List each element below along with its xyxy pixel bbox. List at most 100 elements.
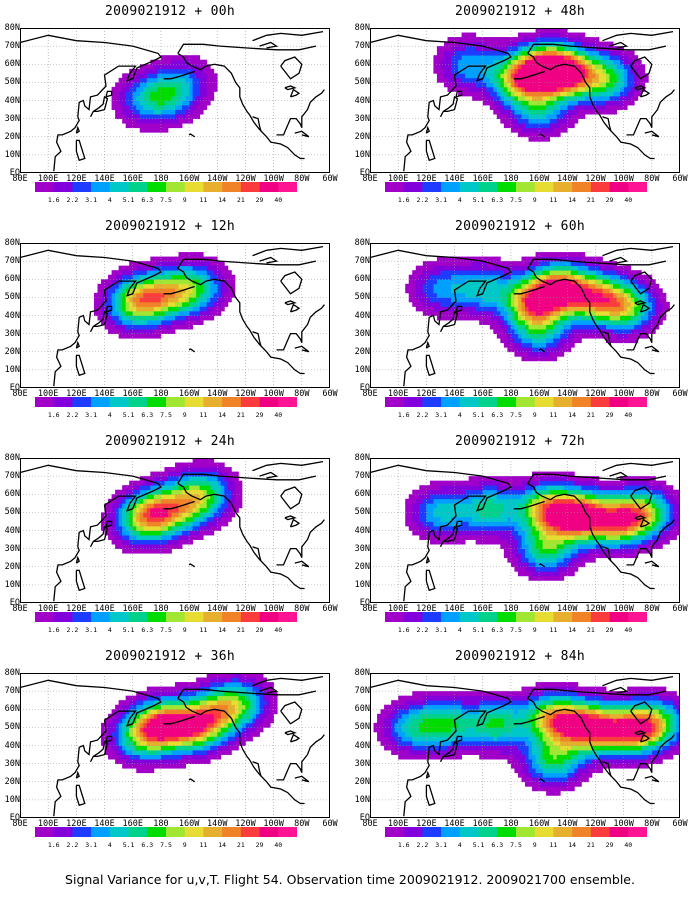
heat-cell xyxy=(217,283,222,289)
heat-cell xyxy=(189,315,194,321)
heat-cell xyxy=(167,740,172,746)
heat-cell xyxy=(196,458,201,463)
heat-cell xyxy=(206,713,211,719)
heat-cell xyxy=(125,100,130,106)
heat-cell xyxy=(157,91,162,97)
heat-cell xyxy=(224,270,229,276)
heat-cell xyxy=(150,86,155,92)
heat-cell xyxy=(591,55,596,61)
heat-cell xyxy=(167,73,172,79)
heat-cell xyxy=(125,704,130,710)
heat-cell xyxy=(468,68,473,74)
heat-cell xyxy=(125,763,130,769)
heat-cell xyxy=(217,722,222,728)
heat-cell xyxy=(256,727,260,733)
heat-cell xyxy=(461,46,466,52)
heat-cell xyxy=(637,73,642,79)
heat-cell xyxy=(532,306,536,312)
heat-cell xyxy=(525,310,529,316)
heat-cell xyxy=(125,521,130,527)
heat-cell xyxy=(458,297,462,303)
heat-cell xyxy=(577,73,582,79)
heat-cell xyxy=(157,544,162,550)
heat-cell xyxy=(429,283,434,289)
heat-cell xyxy=(503,109,508,115)
heat-cell xyxy=(122,292,127,298)
heat-cell xyxy=(616,77,621,83)
heat-cell xyxy=(234,704,239,710)
heat-cell xyxy=(224,731,229,737)
heat-cell xyxy=(175,270,179,276)
heat-cell xyxy=(132,750,137,755)
heat-cell xyxy=(627,265,632,271)
heat-cell xyxy=(560,347,565,353)
heat-cell xyxy=(132,301,137,307)
heat-cell xyxy=(436,274,441,280)
heat-cell xyxy=(175,292,179,298)
heat-cell xyxy=(157,86,162,92)
heat-cell xyxy=(210,530,215,536)
heat-cell xyxy=(440,73,445,79)
heat-cell xyxy=(521,292,526,298)
coastline xyxy=(252,761,262,777)
heat-cell xyxy=(560,28,565,33)
colorbar-swatch xyxy=(109,827,129,837)
heat-cell xyxy=(263,722,267,728)
heat-cell xyxy=(157,731,162,737)
lon-tick-label: 160W xyxy=(178,819,200,829)
heat-cell xyxy=(213,731,218,737)
heat-cell xyxy=(210,476,215,482)
colorbar-swatch xyxy=(572,182,592,192)
heat-cell xyxy=(588,55,593,61)
heat-cell xyxy=(160,279,165,285)
heat-cell xyxy=(574,68,579,74)
heat-cell xyxy=(602,55,607,61)
heat-cell xyxy=(570,288,575,294)
heat-cell xyxy=(510,333,515,339)
heat-cell xyxy=(139,109,144,115)
heat-cell xyxy=(598,270,603,276)
heat-cell xyxy=(606,315,610,321)
heat-cell xyxy=(153,292,158,298)
heat-cell xyxy=(213,754,218,760)
colorbar-swatch xyxy=(222,397,242,407)
heat-cell xyxy=(584,73,589,79)
heat-cell xyxy=(507,279,512,285)
heat-cell xyxy=(160,503,165,509)
heat-cell xyxy=(160,480,165,486)
heat-cell xyxy=(150,333,155,339)
heat-cell xyxy=(584,91,589,97)
heat-cell xyxy=(192,261,197,267)
heat-cell xyxy=(192,722,197,728)
heat-cell xyxy=(514,64,519,70)
heat-cell xyxy=(634,333,639,339)
heat-cell xyxy=(171,261,176,267)
heat-cell xyxy=(234,695,239,701)
colorbar-swatch xyxy=(459,182,479,192)
heat-cell xyxy=(185,283,190,289)
heat-cell xyxy=(210,467,215,472)
heat-cell xyxy=(447,68,452,74)
lon-tick-label: 120W xyxy=(235,174,256,184)
heat-cell xyxy=(143,279,148,285)
heat-cell xyxy=(203,503,208,509)
heat-cell xyxy=(217,498,222,504)
heat-cell xyxy=(217,288,222,294)
heat-cell xyxy=(259,718,264,724)
heat-cell xyxy=(220,750,225,755)
heat-cell xyxy=(574,329,579,335)
heat-cell xyxy=(217,476,222,482)
heat-cell xyxy=(167,709,172,715)
heat-cell xyxy=(465,50,470,56)
heat-cell xyxy=(199,516,204,522)
heat-cell xyxy=(461,288,466,294)
heat-cell xyxy=(630,274,635,280)
heat-cell xyxy=(115,539,120,545)
heat-cell xyxy=(231,485,236,491)
heat-cell xyxy=(613,265,617,271)
heat-cell xyxy=(227,467,232,472)
heat-cell xyxy=(125,310,130,316)
heat-cell xyxy=(560,46,565,52)
heat-cell xyxy=(546,252,551,257)
heat-cell xyxy=(157,333,162,339)
